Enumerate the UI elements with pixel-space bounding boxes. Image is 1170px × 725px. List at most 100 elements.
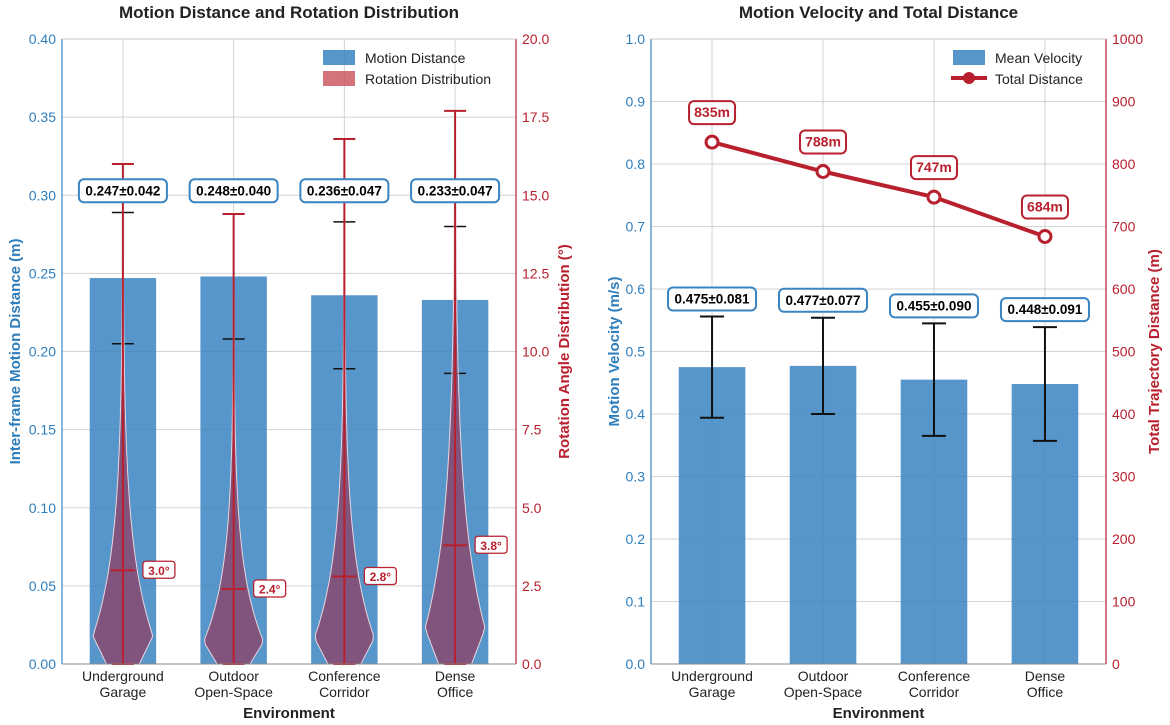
y-tick-label: 0.5 <box>626 344 646 360</box>
x-tick-label: Underground <box>82 668 164 684</box>
y2-tick-label: 0.0 <box>522 656 542 672</box>
bar-value-label: 0.247±0.042 <box>85 183 160 198</box>
bar-value-label-box <box>299 178 390 204</box>
y-axis-label: Inter-frame Motion Distance (m) <box>7 239 24 465</box>
chart-panel-1: 3.0° 2.4° 2.8° 3.8° 0.247±0.042 0.248±0.040 0.… <box>7 3 573 722</box>
y-tick-label: 0.05 <box>29 578 56 594</box>
y2-axis-label: Rotation Angle Distribution (°) <box>556 244 573 459</box>
x-tick-label: Corridor <box>909 684 960 700</box>
y2-tick-label: 12.5 <box>522 265 549 281</box>
x-tick-label: Outdoor <box>208 668 259 684</box>
y2-tick-label: 17.5 <box>522 109 549 125</box>
bar-value-label-box <box>778 287 869 313</box>
legend-swatch-violin <box>323 71 355 86</box>
x-tick-label: Garage <box>100 684 147 700</box>
y2-tick-label: 10.0 <box>522 344 549 360</box>
x-tick-label: Dense <box>435 668 476 684</box>
distance-label: 684m <box>1027 199 1063 215</box>
y-tick-label: 0.1 <box>626 594 646 610</box>
distance-label: 835m <box>694 104 730 120</box>
legend-label: Rotation Distribution <box>365 71 491 87</box>
y2-tick-label: 5.0 <box>522 500 542 516</box>
x-tick-label: Underground <box>671 668 753 684</box>
bar-value-label-box <box>77 178 168 204</box>
x-axis-label: Environment <box>833 705 925 720</box>
bar-value-label: 0.248±0.040 <box>196 183 271 198</box>
x-tick-label: Office <box>1027 684 1064 700</box>
y-tick-label: 0.35 <box>29 109 56 125</box>
x-tick-label: Conference <box>308 668 381 684</box>
x-tick-label: Outdoor <box>798 668 849 684</box>
bar-value-label-box <box>999 297 1090 323</box>
y-tick-label: 0.15 <box>29 422 56 438</box>
chart-panel-2: 835m 788m 747m 684m 0.475±0.081 0.477±0.077 0.… <box>606 3 1163 722</box>
total-distance-point <box>926 189 942 205</box>
median-label: 3.0° <box>148 564 170 578</box>
legend-label: Mean Velocity <box>995 50 1082 66</box>
x-tick-label: Office <box>437 684 474 700</box>
bar-value-label-box <box>888 293 979 319</box>
bar-value-label: 0.475±0.081 <box>675 292 750 307</box>
legend-swatch-bar <box>953 50 985 65</box>
y2-tick-label: 600 <box>1112 281 1136 297</box>
y2-tick-label: 400 <box>1112 406 1136 422</box>
y-tick-label: 0.6 <box>626 281 646 297</box>
y2-tick-label: 15.0 <box>522 187 549 203</box>
y-tick-label: 0.30 <box>29 187 56 203</box>
chart-title: Motion Velocity and Total Distance <box>739 3 1018 22</box>
y-tick-label: 1.0 <box>626 31 646 47</box>
distance-label-box <box>688 100 737 126</box>
y2-tick-label: 0 <box>1112 656 1120 672</box>
median-label-box <box>142 560 176 579</box>
bar-value-label-box <box>667 286 758 312</box>
median-label-box <box>363 566 398 586</box>
y2-axis-label: Total Trajectory Distance (m) <box>1146 249 1163 454</box>
y-tick-label: 0.0 <box>626 656 646 672</box>
y2-tick-label: 2.5 <box>522 578 542 594</box>
y-tick-label: 0.10 <box>29 500 56 516</box>
median-label: 2.8° <box>370 570 392 584</box>
y-tick-label: 0.3 <box>626 469 646 485</box>
legend: Mean Velocity Total Distance <box>951 50 1083 87</box>
legend: Motion Distance Rotation Distribution <box>323 50 491 87</box>
y-tick-label: 0.9 <box>626 94 646 110</box>
distance-label: 747m <box>916 159 952 175</box>
legend-label: Total Distance <box>995 71 1083 87</box>
distance-label-box <box>909 155 958 181</box>
x-tick-label: Conference <box>898 668 971 684</box>
bar-value-label-box <box>188 178 279 204</box>
x-tick-label: Dense <box>1025 668 1066 684</box>
median-label: 3.8° <box>480 539 502 553</box>
median-label-box <box>474 535 508 554</box>
y2-tick-label: 1000 <box>1112 31 1143 47</box>
distance-label-box <box>799 129 848 155</box>
y2-tick-label: 500 <box>1112 344 1136 360</box>
chart-title: Motion Distance and Rotation Distributio… <box>119 3 459 22</box>
x-tick-label: Open-Space <box>194 684 273 700</box>
y2-tick-label: 20.0 <box>522 31 549 47</box>
total-distance-line <box>711 140 1046 239</box>
y-axis-label: Motion Velocity (m/s) <box>606 276 623 426</box>
median-label-box <box>252 579 287 598</box>
y-tick-label: 0.7 <box>626 219 646 235</box>
legend-label: Motion Distance <box>365 50 466 66</box>
total-distance-point <box>1037 229 1053 244</box>
total-distance-point <box>815 164 831 179</box>
x-tick-label: Garage <box>689 684 736 700</box>
y-tick-label: 0.4 <box>626 406 646 422</box>
legend-swatch-marker <box>963 72 975 84</box>
y2-tick-label: 700 <box>1112 219 1136 235</box>
distance-label: 788m <box>805 134 841 150</box>
median-label: 2.4° <box>259 583 281 597</box>
y2-tick-label: 800 <box>1112 156 1136 172</box>
legend-swatch-bar <box>323 50 355 65</box>
y-tick-label: 0.40 <box>29 31 56 47</box>
y-tick-label: 0.25 <box>29 265 56 281</box>
y2-tick-label: 200 <box>1112 531 1136 547</box>
y2-tick-label: 300 <box>1112 469 1136 485</box>
distance-label-box <box>1020 194 1069 220</box>
y-tick-label: 0.8 <box>626 156 646 172</box>
y-tick-label: 0.2 <box>626 531 646 547</box>
